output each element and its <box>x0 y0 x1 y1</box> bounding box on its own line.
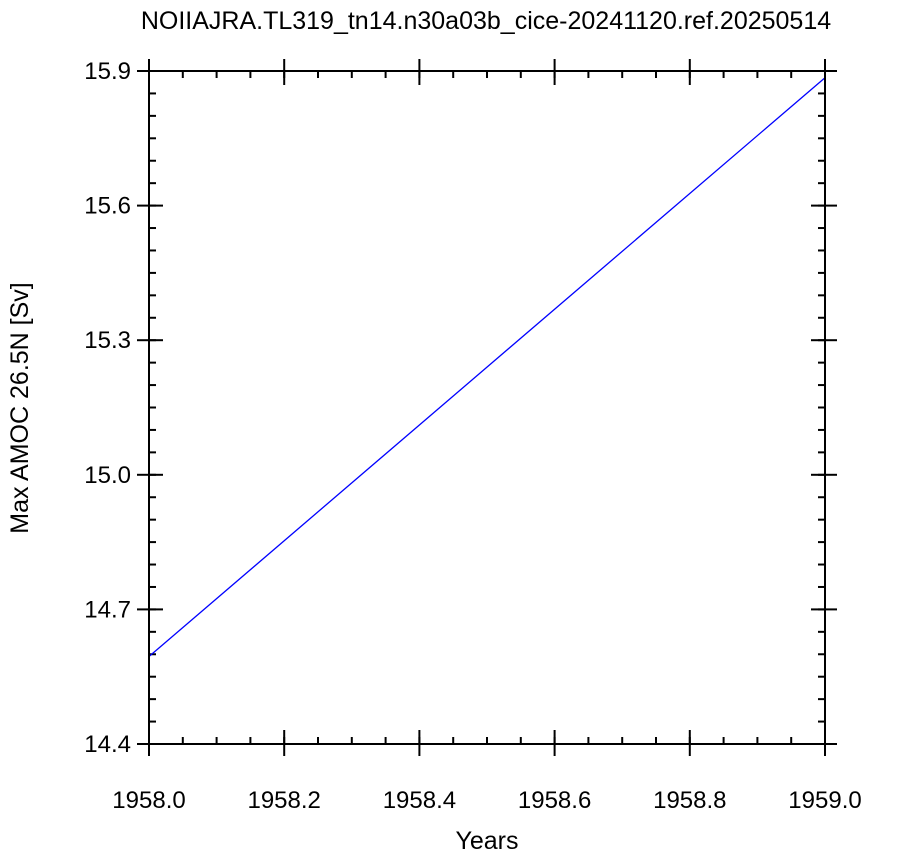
y-tick-label: 15.3 <box>84 327 131 354</box>
series <box>148 77 826 658</box>
y-tick-label: 15.9 <box>84 58 131 85</box>
tick-labels: 1958.0 1958.2 1958.4 1958.6 1958.8 1959.0 14.4… <box>84 58 861 814</box>
y-axis-label: Max AMOC 26.5N [Sv] <box>6 282 34 533</box>
y-tick-label: 15.0 <box>84 462 131 489</box>
x-tick-label: 1958.2 <box>247 787 320 814</box>
y-tick-label: 14.7 <box>84 596 131 623</box>
x-tick-label: 1958.4 <box>383 787 456 814</box>
x-tick-label: 1958.8 <box>653 787 726 814</box>
ticks <box>137 59 837 756</box>
y-tick-label: 14.4 <box>84 731 131 758</box>
y-tick-label: 15.6 <box>84 193 131 220</box>
x-tick-label: 1959.0 <box>788 787 861 814</box>
chart-title: NOIIAJRA.TL319_tn14.n30a03b_cice-2024112… <box>141 7 831 35</box>
x-tick-label: 1958.6 <box>518 787 591 814</box>
series-line <box>148 77 826 658</box>
plot-frame <box>148 70 826 745</box>
x-axis-label: Years <box>455 827 518 855</box>
x-tick-label: 1958.0 <box>112 787 185 814</box>
